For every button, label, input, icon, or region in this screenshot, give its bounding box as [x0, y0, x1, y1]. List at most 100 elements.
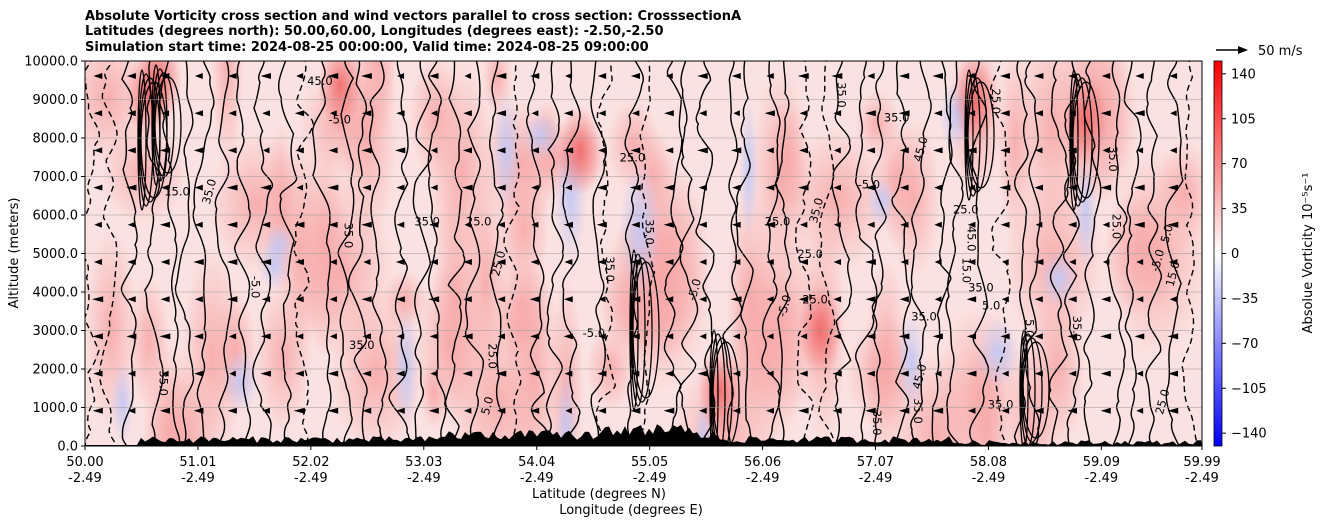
wind-vector [496, 407, 506, 414]
contour-line [712, 341, 740, 446]
wind-vector [1034, 333, 1043, 340]
wind-vector [766, 259, 774, 265]
wind-vector [798, 184, 809, 191]
x-tick-label-lat: 55.05 [631, 455, 668, 470]
wind-vector [162, 370, 169, 377]
y-tick-label: 7000.0 [33, 170, 79, 185]
wind-vector [1067, 296, 1077, 303]
contour-line [632, 261, 660, 399]
contour-line [871, 61, 887, 446]
wind-vector [127, 110, 136, 117]
wind-vector [598, 147, 606, 154]
wind-vector [1033, 259, 1044, 265]
wind-vector [530, 259, 539, 265]
wind-vector [228, 110, 237, 117]
wind-vector [1000, 73, 1010, 79]
contour-line [630, 253, 646, 407]
wind-vector [764, 110, 775, 117]
wind-vector [127, 147, 136, 154]
wind-vector [698, 184, 707, 191]
field-blob [1156, 139, 1202, 247]
wind-vector [968, 110, 976, 117]
contour-label: 35.0 [642, 219, 656, 245]
wind-vector [597, 73, 607, 79]
y-tick-label: 6000.0 [33, 209, 79, 224]
x-tick-label-lat: 57.07 [857, 455, 894, 470]
field-blob [141, 340, 202, 446]
x-tick-label-lon: -2.49 [746, 471, 780, 486]
wind-vector [228, 333, 237, 340]
wind-vector [731, 73, 741, 79]
wind-vector [1134, 333, 1145, 340]
wind-vector [934, 296, 942, 303]
wind-vector [766, 296, 774, 303]
wind-vector [1167, 184, 1178, 191]
wind-vector [127, 296, 136, 303]
contour-label: 25.0 [1109, 214, 1123, 240]
contour-line [525, 61, 548, 446]
x-tick-label-lat: 50.00 [66, 455, 103, 470]
contour-label: 25.0 [765, 214, 791, 228]
wind-vector [831, 73, 843, 79]
contour-label: -5.0 [775, 293, 794, 318]
contour-line [152, 68, 168, 182]
contour-line [192, 61, 215, 446]
wind-vector [665, 147, 674, 154]
contour-line [831, 61, 853, 446]
contour-line [1048, 61, 1070, 446]
contour-line [709, 329, 719, 446]
quiver-key: 50 m/s [1216, 44, 1303, 59]
wind-vector [93, 370, 103, 377]
wind-vector [262, 147, 270, 154]
wind-vector [766, 73, 774, 79]
wind-vector [1101, 296, 1111, 303]
wind-vector [226, 296, 238, 303]
wind-vector [899, 296, 909, 303]
wind-vector [966, 296, 977, 303]
contour-label: 45.0 [965, 226, 979, 252]
contour-line [663, 61, 684, 446]
wind-vector [732, 184, 741, 191]
wind-vector [93, 73, 103, 79]
wind-vector [765, 184, 775, 191]
wind-vector [965, 147, 977, 154]
wind-vector [799, 370, 808, 377]
wind-vector [730, 296, 742, 303]
wind-vector [867, 73, 875, 79]
wind-vector [866, 147, 876, 154]
contour-label: -5.0 [583, 326, 605, 340]
wind-vector [563, 147, 574, 154]
wind-vector [497, 296, 506, 303]
contour-line [695, 61, 716, 446]
field-blob [222, 350, 260, 414]
wind-vector [664, 110, 674, 117]
contour-label: 35.0 [157, 370, 171, 396]
contour-label: 15.0 [164, 185, 190, 199]
chart-title-line-3: Simulation start time: 2024-08-25 00:00:… [85, 40, 649, 55]
field-blob [1027, 283, 1086, 446]
x-tick-label-lon: -2.49 [1185, 471, 1219, 486]
wind-vector [730, 147, 742, 154]
wind-vector [1067, 147, 1077, 154]
wind-vectors [92, 73, 1179, 446]
wind-vector [597, 407, 607, 414]
contour-line [277, 61, 298, 446]
wind-vector [934, 370, 942, 377]
x-tick-label-lat: 54.04 [518, 455, 555, 470]
contour-line [711, 337, 733, 446]
field-blob [953, 61, 997, 145]
wind-vector [898, 407, 910, 414]
y-tick-label: 10000.0 [24, 55, 78, 70]
contour-line [817, 61, 836, 446]
wind-vector [664, 370, 674, 377]
wind-vector [865, 333, 876, 340]
contour-line [311, 61, 332, 446]
wind-vector [127, 221, 136, 228]
contour-label: 35.0 [199, 177, 219, 205]
wind-vector [899, 147, 909, 154]
wind-vector [663, 221, 675, 228]
wind-vector [934, 259, 942, 265]
contour-line [967, 81, 995, 189]
wind-vector [1136, 296, 1144, 303]
